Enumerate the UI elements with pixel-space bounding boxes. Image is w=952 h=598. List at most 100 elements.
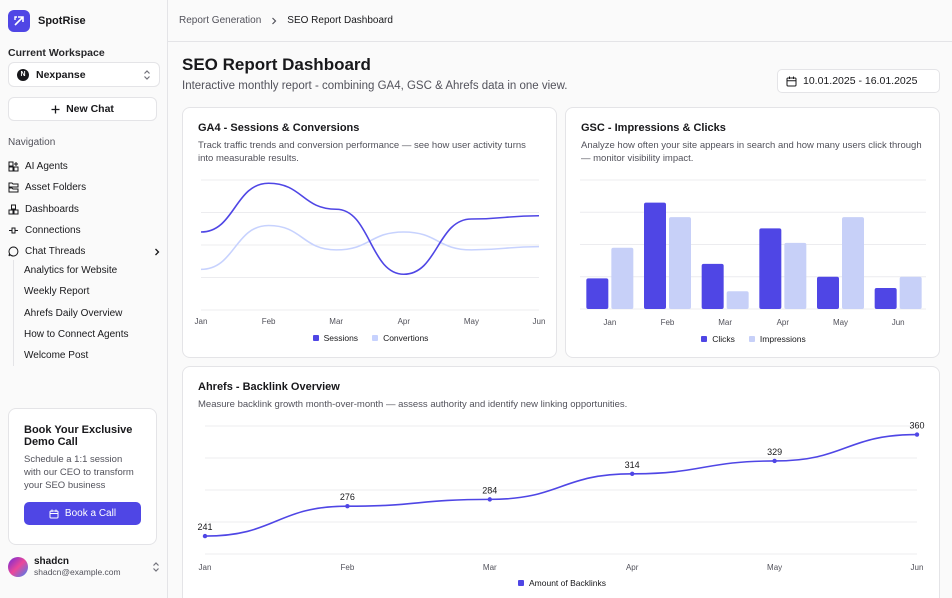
chat-icon: [8, 246, 19, 257]
legend-item: Impressions: [748, 334, 806, 344]
legend-swatch: [701, 336, 708, 342]
bar-impressions: [611, 247, 634, 309]
x-tick-label: May: [464, 317, 479, 326]
legend-item: Sessions: [312, 333, 359, 343]
card-title: GA4 - Sessions & Conversions: [198, 122, 360, 134]
legend-swatch: [312, 335, 319, 341]
card-description: Measure backlink growth month-over-month…: [198, 399, 628, 410]
logo-icon: [8, 10, 30, 32]
sidebar-item-asset-folders[interactable]: Asset Folders: [8, 177, 160, 198]
ga4-legend: Sessions Convertions: [183, 333, 558, 343]
x-tick-label: Jun: [892, 318, 905, 327]
thread-item[interactable]: Analytics for Website: [24, 265, 118, 277]
bar-clicks: [817, 276, 839, 309]
demo-call-card: Book Your Exclusive Demo Call Schedule a…: [8, 408, 157, 545]
legend-label: Sessions: [323, 333, 359, 343]
sidebar-item-label: AI Agents: [25, 161, 68, 173]
breadcrumb: Report Generation SEO Report Dashboard: [168, 0, 952, 42]
bar-impressions: [726, 291, 749, 309]
thread-item[interactable]: Weekly Report: [24, 286, 90, 298]
connections-icon: [9, 227, 18, 234]
ga4-chart: Jan Feb Mar Apr May Jun: [195, 179, 546, 326]
bar-clicks: [874, 288, 897, 309]
breadcrumb-parent[interactable]: Report Generation: [179, 15, 262, 26]
sidebar-item-label: Dashboards: [25, 203, 79, 215]
user-email: shadcn@example.com: [34, 567, 121, 577]
workspace-avatar: N: [17, 68, 29, 81]
legend-item: Clicks: [701, 334, 735, 344]
plus-icon: [51, 105, 60, 113]
chevron-right-icon: [155, 248, 160, 256]
data-label: 360: [909, 421, 924, 431]
x-tick-label: Mar: [329, 317, 343, 326]
brand-name: SpotRise: [38, 15, 86, 27]
x-tick-label: Jun: [911, 563, 924, 572]
navigation-list: AI Agents Asset Folders Dashboards Conne…: [8, 156, 160, 262]
agents-icon: [8, 161, 19, 172]
page-subtitle: Interactive monthly report - combining G…: [182, 80, 568, 92]
data-label: 276: [340, 492, 355, 502]
x-tick-label: Jan: [199, 563, 212, 572]
user-menu[interactable]: shadcn shadcn@example.com: [8, 556, 160, 577]
x-tick-label: Jan: [603, 318, 616, 327]
x-tick-label: Apr: [398, 317, 411, 326]
gsc-legend: Clicks Impressions: [566, 334, 941, 344]
legend-label: Convertions: [383, 333, 429, 343]
x-tick-label: Mar: [718, 318, 732, 327]
card-title: Ahrefs - Backlink Overview: [198, 381, 340, 393]
ahrefs-card: Ahrefs - Backlink Overview Measure backl…: [182, 366, 940, 598]
data-label: 329: [767, 447, 782, 457]
bar-impressions: [669, 217, 691, 309]
thread-item[interactable]: Ahrefs Daily Overview: [24, 307, 123, 319]
data-point: [914, 432, 920, 437]
ahrefs-legend: Amount of Backlinks: [183, 578, 941, 588]
legend-item: Convertions: [372, 333, 428, 343]
workspace-label: Current Workspace: [8, 47, 105, 59]
x-tick-label: Jan: [195, 317, 208, 326]
ga4-card: GA4 - Sessions & Conversions Track traff…: [182, 107, 557, 358]
x-tick-label: May: [833, 318, 848, 327]
thread-item[interactable]: How to Connect Agents: [24, 329, 129, 341]
sidebar-item-label: Asset Folders: [25, 182, 87, 194]
bar-impressions: [899, 276, 922, 309]
data-point: [772, 458, 777, 464]
card-description: Track traffic trends and conversion perf…: [198, 140, 526, 164]
bar-clicks: [759, 228, 782, 309]
data-point: [630, 471, 635, 476]
data-point: [487, 497, 492, 502]
workspace-select[interactable]: N Nexpanse: [8, 62, 160, 87]
gsc-card: GSC - Impressions & Clicks Analyze how o…: [565, 107, 940, 358]
avatar: [8, 556, 28, 577]
sidebar-item-label: Connections: [25, 225, 81, 237]
sidebar-item-connections[interactable]: Connections: [8, 220, 160, 241]
bar-clicks: [644, 202, 666, 309]
thread-item[interactable]: Welcome Post: [24, 350, 89, 362]
x-tick-label: Jun: [533, 317, 546, 326]
legend-label: Impressions: [759, 334, 806, 344]
book-a-call-label: Book a Call: [64, 508, 117, 519]
legend-item: Amount of Backlinks: [517, 578, 606, 588]
dashboards-icon: [8, 204, 19, 215]
sidebar-item-chat-threads[interactable]: Chat Threads: [8, 241, 160, 262]
sidebar-item-label: Chat Threads: [25, 246, 86, 258]
calendar-icon: [49, 509, 59, 518]
new-chat-label: New Chat: [66, 103, 114, 115]
sidebar-item-ai-agents[interactable]: AI Agents: [8, 156, 160, 177]
new-chat-button[interactable]: New Chat: [8, 97, 157, 121]
data-label: 284: [482, 485, 497, 495]
bar-clicks: [701, 263, 724, 309]
x-tick-label: Feb: [262, 317, 276, 326]
date-range-picker[interactable]: 10.01.2025 - 16.01.2025: [777, 69, 940, 93]
data-point: [345, 504, 350, 509]
series-line-convertions: [200, 224, 540, 271]
x-tick-label: Feb: [661, 318, 675, 327]
book-a-call-button[interactable]: Book a Call: [24, 502, 141, 525]
data-label: 314: [625, 460, 640, 470]
bar-impressions: [842, 217, 864, 309]
date-range-value: 10.01.2025 - 16.01.2025: [803, 75, 918, 87]
bar-impressions: [784, 242, 807, 309]
promo-text: Schedule a 1:1 session with our CEO to t…: [24, 454, 134, 491]
sidebar-item-dashboards[interactable]: Dashboards: [8, 199, 160, 220]
brand[interactable]: SpotRise: [8, 10, 86, 32]
x-tick-label: Apr: [626, 563, 639, 572]
